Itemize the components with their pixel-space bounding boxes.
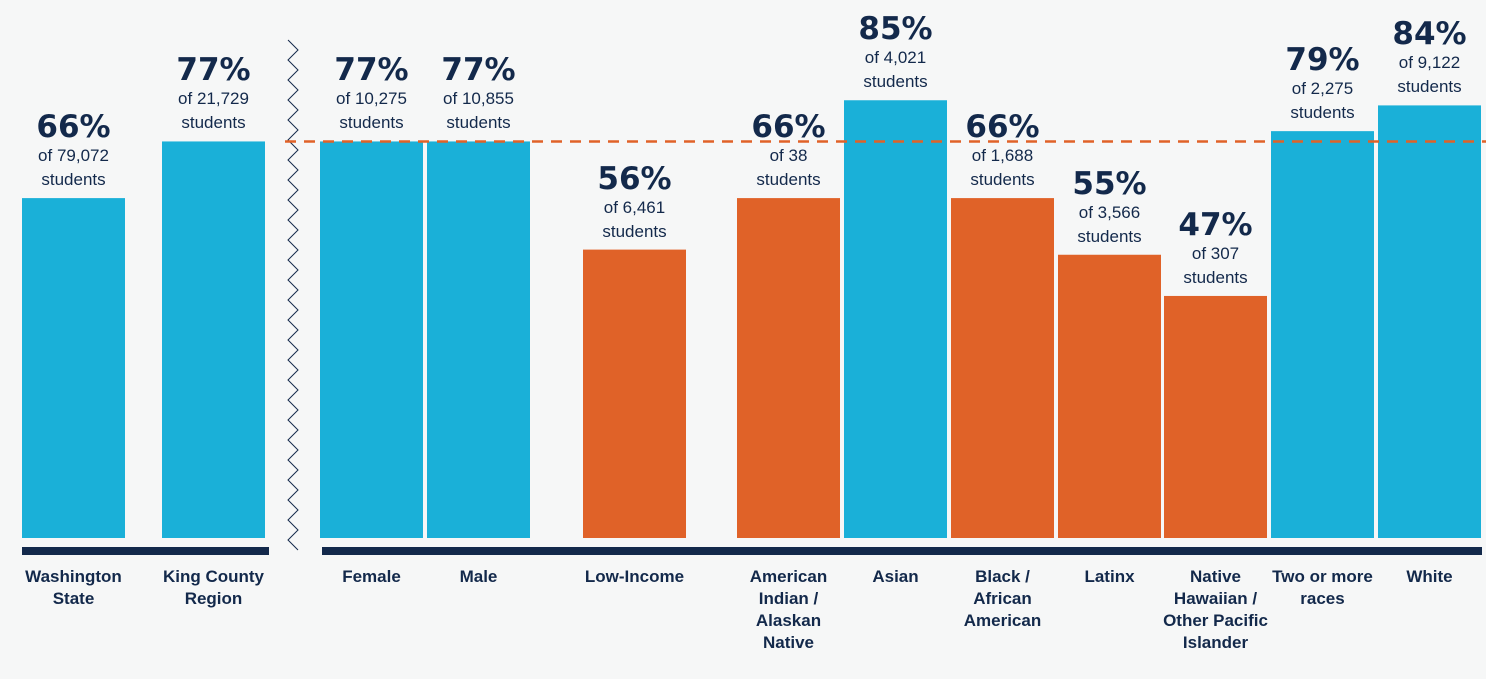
x-tick-label: Two or more races (1272, 567, 1373, 608)
x-tick-label: Native Hawaiian / Other Pacific Islander (1163, 567, 1268, 652)
bar (320, 141, 423, 538)
value-note: of 6,461 students (602, 197, 667, 241)
value-label-group: 66% of 38 students (729, 110, 849, 192)
value-label-group: 79% of 2,275 students (1263, 43, 1383, 125)
value-note: of 10,275 students (336, 89, 407, 133)
axis-break (287, 39, 299, 551)
bar (737, 198, 840, 538)
value-label: 56% (597, 160, 672, 197)
value-label: 66% (965, 109, 1040, 146)
x-tick-label: Male (459, 567, 498, 586)
bar (951, 198, 1054, 538)
value-note: of 21,729 students (178, 89, 249, 133)
value-note: of 38 students (756, 146, 821, 190)
value-label-group: 84% of 9,122 students (1370, 17, 1486, 99)
value-label: 66% (751, 109, 826, 146)
value-label: 84% (1392, 16, 1467, 53)
value-note: of 4,021 students (863, 48, 928, 92)
x-tick-label: Black / African American (963, 567, 1042, 630)
value-label: 77% (176, 52, 251, 89)
bar (1058, 254, 1161, 538)
value-note: of 307 students (1183, 243, 1248, 287)
x-tick-label: Washington State (25, 567, 122, 608)
x-tick-label: King County Region (162, 567, 265, 608)
value-label-group: 77% of 10,855 students (419, 53, 539, 135)
value-note: of 9,122 students (1397, 53, 1462, 97)
x-tick-label: Asian (872, 567, 919, 586)
bar (22, 198, 125, 538)
x-tick-label: Female (342, 567, 401, 586)
value-label: 77% (441, 52, 516, 89)
value-label: 66% (36, 109, 111, 146)
value-label-group: 47% of 307 students (1156, 208, 1276, 290)
x-tick-label: White (1406, 567, 1453, 586)
bar (1378, 105, 1481, 539)
value-label-group: 66% of 79,072 students (14, 110, 134, 192)
bar (583, 249, 686, 538)
value-note: of 2,275 students (1290, 79, 1355, 123)
value-label: 47% (1178, 206, 1253, 243)
x-tick-label: Low-Income (584, 567, 685, 586)
value-label-group: 66% of 1,688 students (943, 110, 1063, 192)
value-label: 55% (1072, 165, 1147, 202)
value-label: 79% (1285, 42, 1360, 79)
value-label-group: 77% of 10,275 students (312, 53, 432, 135)
value-note: of 1,688 students (970, 146, 1035, 190)
value-label-group: 55% of 3,566 students (1050, 167, 1170, 249)
value-note: of 3,566 students (1077, 202, 1142, 246)
value-label-group: 85% of 4,021 students (836, 12, 956, 94)
value-note: of 10,855 students (443, 89, 514, 133)
value-note: of 79,072 students (38, 146, 109, 190)
value-label: 77% (334, 52, 409, 89)
x-tick-label: Latinx (1084, 567, 1135, 586)
bar (162, 141, 265, 538)
bar (844, 100, 947, 538)
x-tick-label: American Indian / Alaskan Native (749, 567, 828, 652)
bar (1164, 295, 1267, 538)
bar (1271, 131, 1374, 538)
value-label-group: 56% of 6,461 students (575, 162, 695, 244)
value-label-group: 77% of 21,729 students (154, 53, 274, 135)
value-label: 85% (858, 11, 933, 48)
bar (427, 141, 530, 538)
